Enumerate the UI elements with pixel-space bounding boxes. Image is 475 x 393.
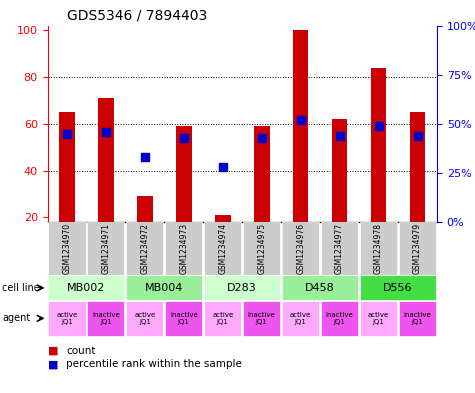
Bar [293,30,308,222]
Text: inactive
JQ1: inactive JQ1 [326,312,353,325]
Text: inactive
JQ1: inactive JQ1 [248,312,276,325]
Text: count: count [66,346,96,356]
Bar [137,196,152,222]
Bar [371,68,386,222]
Point [219,164,227,170]
Point [141,154,149,160]
Bar [410,112,425,222]
Text: GSM1234975: GSM1234975 [257,223,266,274]
Text: GSM1234976: GSM1234976 [296,223,305,274]
Text: GSM1234974: GSM1234974 [218,223,227,274]
Text: GSM1234973: GSM1234973 [180,223,188,274]
Text: D556: D556 [383,283,413,293]
Point [375,123,382,129]
Text: GDS5346 / 7894403: GDS5346 / 7894403 [67,9,207,23]
Text: active
JQ1: active JQ1 [57,312,77,325]
Bar [332,119,347,222]
Text: active
JQ1: active JQ1 [134,312,155,325]
Text: GSM1234979: GSM1234979 [413,223,422,274]
Point [63,130,71,137]
Bar [254,126,269,222]
Text: cell line: cell line [2,283,40,293]
Text: MB004: MB004 [145,283,183,293]
Text: active
JQ1: active JQ1 [212,312,233,325]
Bar [215,215,230,222]
Text: GSM1234977: GSM1234977 [335,223,344,274]
Point [102,129,110,135]
Point [297,117,304,123]
Bar [98,98,114,222]
Point [180,134,188,141]
Text: percentile rank within the sample: percentile rank within the sample [66,360,242,369]
Text: inactive
JQ1: inactive JQ1 [170,312,198,325]
Text: inactive
JQ1: inactive JQ1 [404,312,431,325]
Point [258,134,266,141]
Point [414,132,421,139]
Text: active
JQ1: active JQ1 [368,312,389,325]
Text: ■: ■ [48,346,58,356]
Text: agent: agent [2,313,30,323]
Bar [176,126,191,222]
Text: D458: D458 [305,283,335,293]
Text: D283: D283 [228,283,257,293]
Text: GSM1234971: GSM1234971 [102,223,110,274]
Text: active
JQ1: active JQ1 [290,312,311,325]
Text: ■: ■ [48,360,58,369]
Text: MB002: MB002 [67,283,105,293]
Point [336,132,343,139]
Bar [59,112,75,222]
Text: GSM1234972: GSM1234972 [141,223,149,274]
Text: inactive
JQ1: inactive JQ1 [92,312,120,325]
Text: GSM1234978: GSM1234978 [374,223,383,274]
Text: GSM1234970: GSM1234970 [63,223,71,274]
